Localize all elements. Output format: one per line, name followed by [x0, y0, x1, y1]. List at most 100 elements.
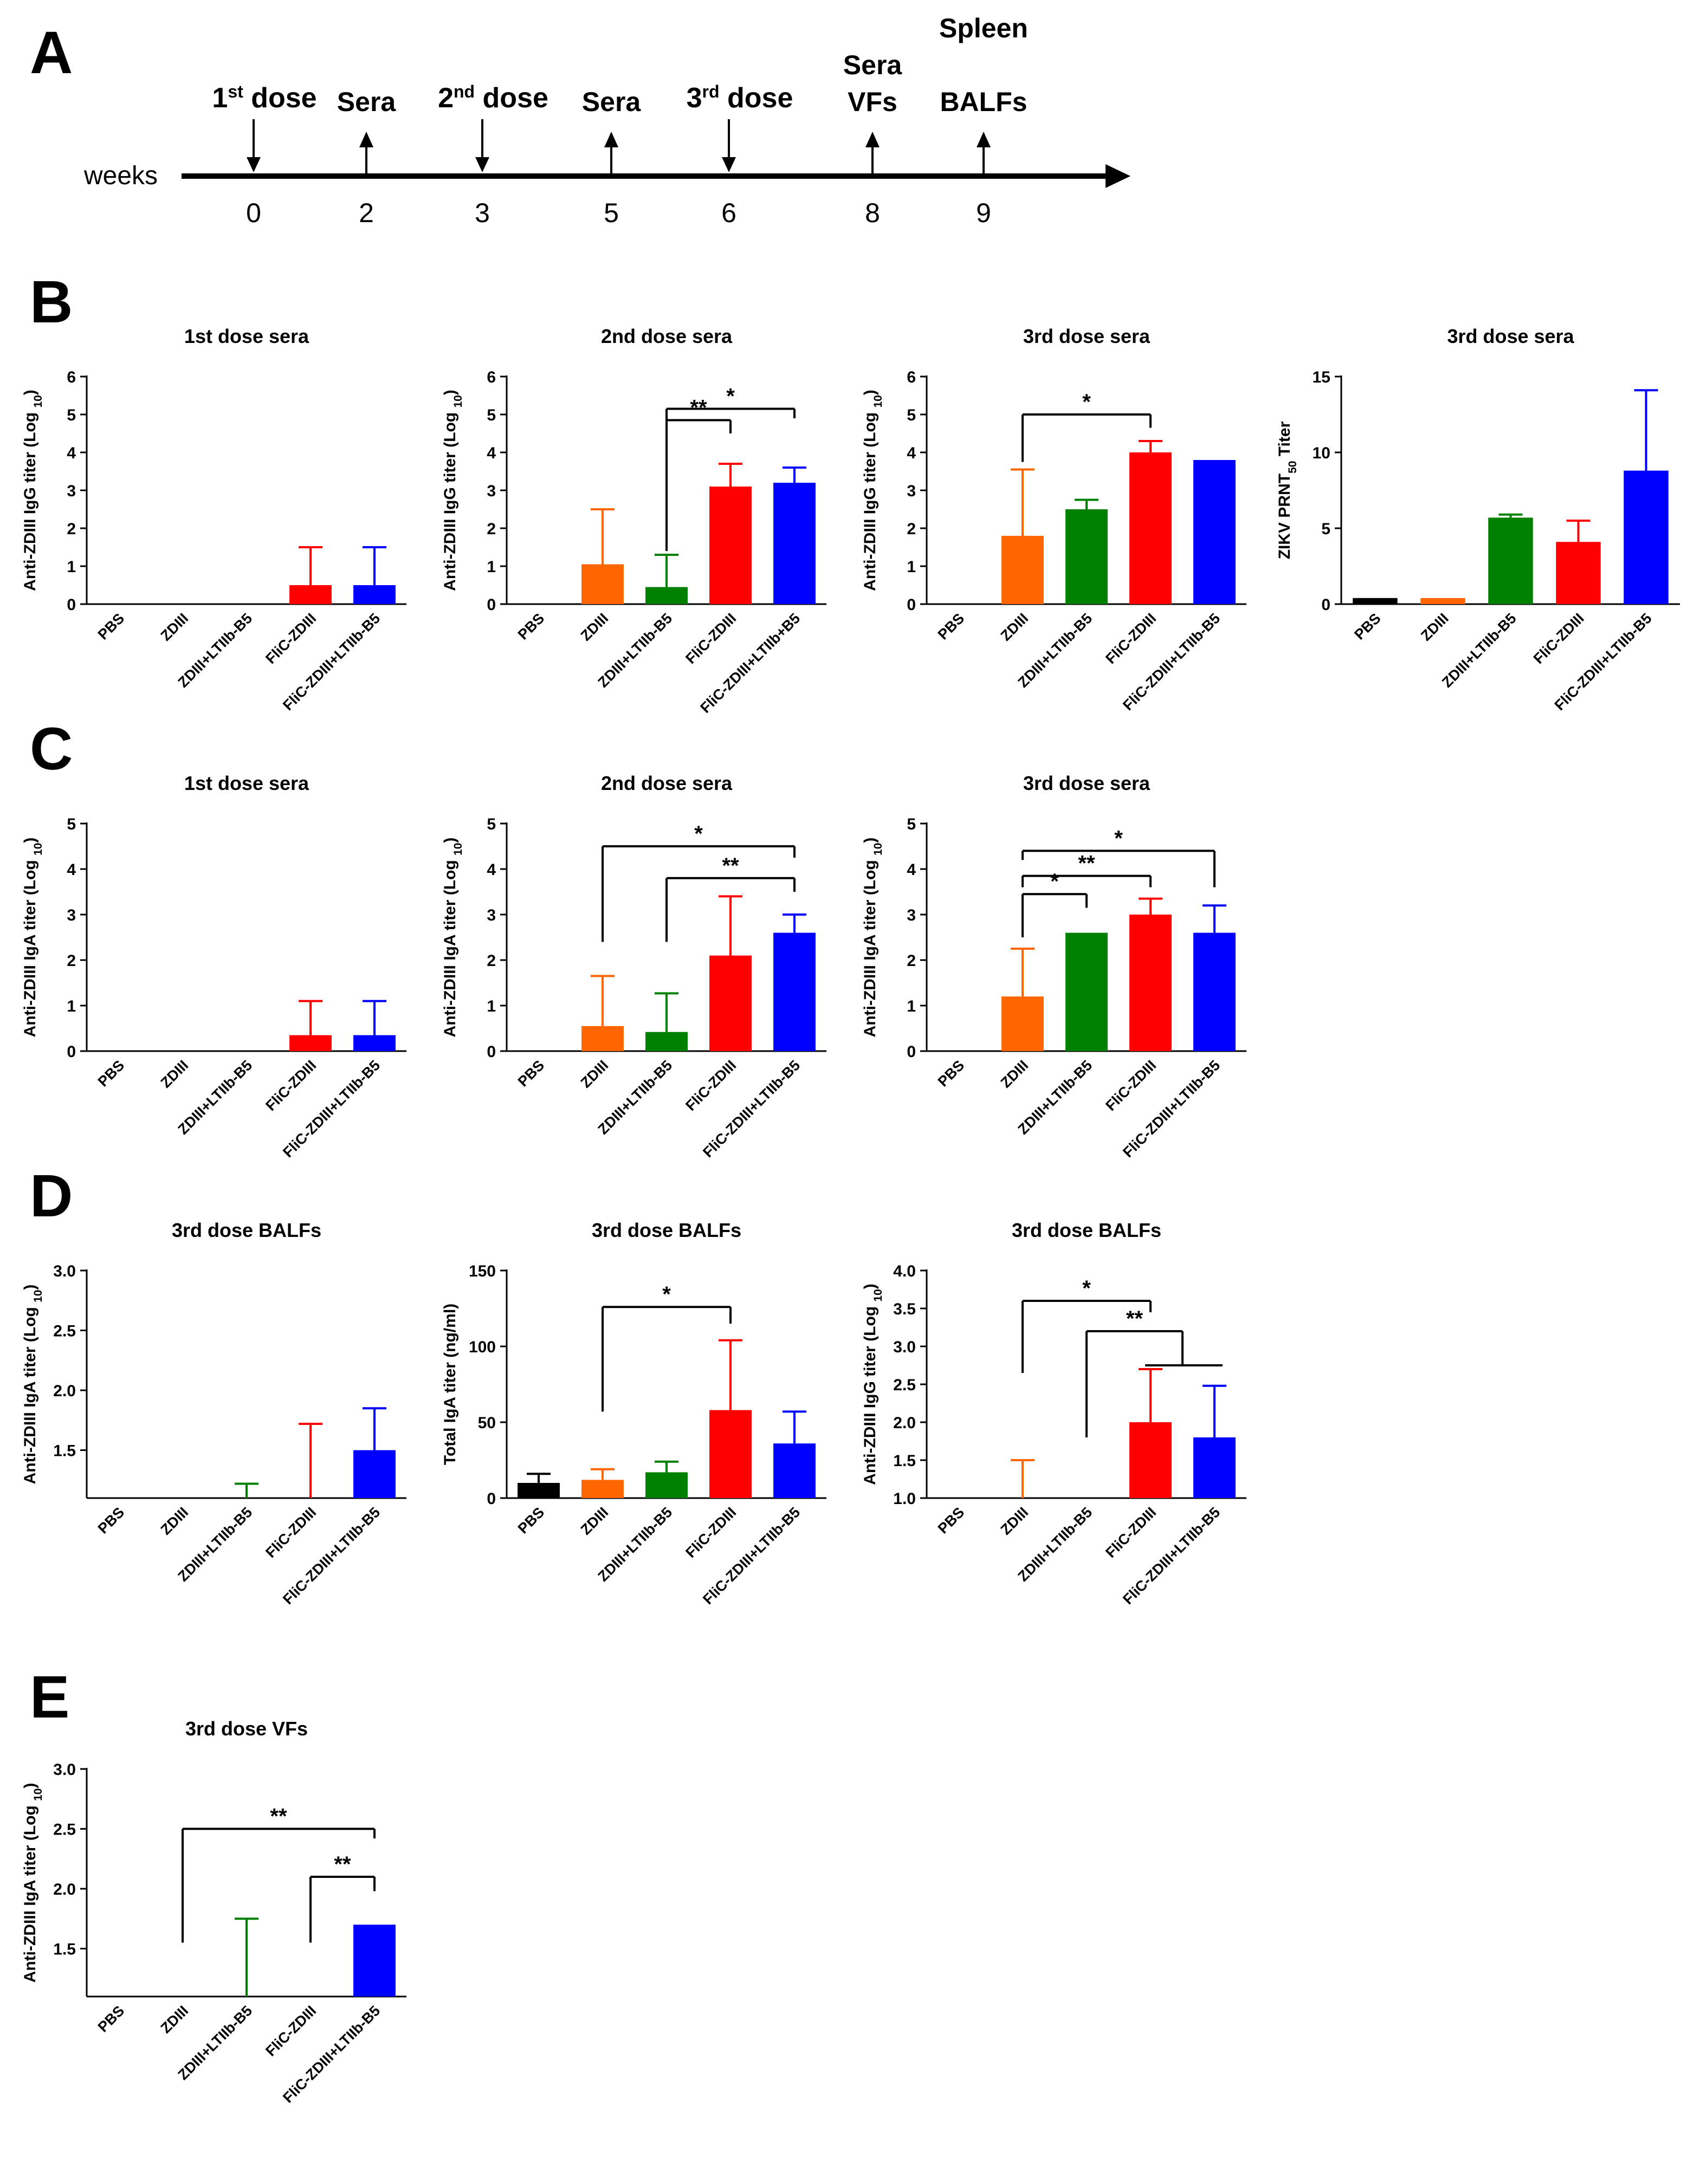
y-tick-label: 4: [487, 444, 496, 462]
y-tick-label: 2.5: [53, 1821, 76, 1839]
y-tick-label: 10: [1313, 444, 1330, 462]
dose-ordinal: rd: [702, 82, 720, 101]
y-axis-label: Anti-ZDIII IgG titer (Log 10): [861, 1284, 884, 1485]
y-axis-label: Anti-ZDIII IgA titer (Log 10): [21, 838, 44, 1038]
bar-flic-zdiii: [1129, 915, 1172, 1051]
x-tick-label: FliC-ZDIII: [1102, 610, 1159, 667]
y-axis-label-main: Anti-ZDIII IgG titer (Log: [21, 408, 39, 591]
x-tick-label: PBS: [515, 1504, 547, 1537]
y-tick-label: 5: [487, 815, 496, 833]
sig-label: *: [1082, 390, 1091, 414]
bar-flic-zdiii-ltiib-b5: [1193, 1437, 1236, 1498]
chart-title: 1st dose sera: [184, 325, 309, 347]
y-tick-label: 4: [67, 444, 76, 462]
x-tick-label: PBS: [935, 1057, 967, 1090]
y-tick-label: 4: [67, 861, 76, 879]
dose-arrow-head: [475, 157, 489, 172]
y-axis-label-sub: 10: [32, 843, 44, 856]
bar-zdiii-ltiib-b5: [1065, 509, 1108, 604]
y-tick-label: 2.0: [53, 1881, 76, 1898]
bar-flic-zdiii-ltiib-b5: [773, 483, 816, 604]
timeline-tick-label: 0: [246, 198, 261, 228]
y-axis-label: Anti-ZDIII IgA titer (Log 10): [21, 1783, 44, 1983]
x-tick-label: ZDIII: [158, 1057, 192, 1091]
y-axis-label-sub: 10: [872, 843, 884, 856]
chart-b4: 3rd dose sera 0 5 10 15 ZIKV PRNT50 Titer PBS Z…: [1276, 325, 1680, 714]
bar-zdiii-ltiib-b5: [645, 587, 688, 604]
sample-arrow-head: [977, 132, 991, 147]
panel-letter-d: D: [30, 1163, 73, 1229]
x-tick-label: ZDIII: [998, 1057, 1032, 1091]
y-tick-label: 2.5: [893, 1376, 916, 1394]
chart-title: 3rd dose sera: [1023, 325, 1150, 347]
y-axis-label: Anti-ZDIII IgA titer (Log 10): [441, 838, 464, 1038]
sig-label: *: [694, 822, 703, 846]
x-tick-label: ZDIII: [158, 2002, 192, 2037]
chart-c3: 3rd dose sera 0 1 2 3 4 5 Anti-ZDIII IgA titer …: [861, 772, 1246, 1161]
sample-label: Spleen: [939, 13, 1028, 43]
bar-flic-zdiii-ltiib-b5: [773, 1443, 816, 1498]
x-tick-label: ZDIII: [1418, 610, 1452, 644]
sample-label: Sera: [582, 87, 642, 117]
dose-ordinal: st: [228, 82, 243, 101]
y-tick-label: 3: [487, 906, 496, 924]
y-tick-label: 2: [67, 952, 76, 970]
sample-arrow-head: [359, 132, 373, 147]
x-tick-label: FliC-ZDIII: [682, 610, 739, 667]
chart-d3: 3rd dose BALFs 1.0 1.5 2.0 2.5 3.0 3.5 4.0 Anti-…: [861, 1219, 1246, 1608]
sample-arrow-head: [604, 132, 618, 147]
y-tick-label: 6: [67, 368, 76, 386]
sig-label: *: [1114, 826, 1123, 850]
y-axis-label-main: Anti-ZDIII IgA titer (Log: [21, 1801, 39, 1983]
y-tick-label: 1: [487, 558, 496, 576]
y-axis-label-end: ): [861, 1284, 879, 1289]
y-axis-label-sub: 10: [452, 843, 464, 856]
bar-zdiii-ltiib-b5: [1065, 932, 1108, 1051]
y-tick-label: 6: [907, 368, 916, 386]
y-tick-label: 2: [67, 520, 76, 538]
x-tick-label: PBS: [515, 1057, 547, 1090]
x-tick-label: ZDIII: [158, 1504, 192, 1538]
chart-title: 3rd dose BALFs: [172, 1219, 321, 1241]
y-axis-label-main: Anti-ZDIII IgA titer (Log: [21, 1302, 39, 1485]
y-tick-label: 5: [907, 815, 916, 833]
chart-title: 2nd dose sera: [601, 772, 733, 794]
dose-ordinal: nd: [454, 82, 475, 101]
chart-c2: 2nd dose sera 0 1 2 3 4 5 Anti-ZDIII IgA titer …: [441, 772, 826, 1161]
y-axis-label-sub: 10: [872, 395, 884, 407]
x-tick-label: FliC-ZDIII: [682, 1504, 739, 1561]
x-tick-label: PBS: [95, 2002, 127, 2035]
dose-arrow-head: [247, 157, 261, 172]
bar-flic-zdiii-ltiib-b5: [773, 932, 816, 1051]
x-tick-label: ZDIII: [998, 610, 1032, 644]
chart-e1: 3rd dose VFs 1.5 2.0 2.5 3.0 Anti-ZDIII IgA t…: [21, 1718, 406, 2106]
y-axis-label-end: ): [21, 390, 39, 395]
chart-title: 3rd dose BALFs: [1012, 1219, 1161, 1241]
sig-label: **: [1078, 852, 1095, 876]
y-tick-label: 2.0: [53, 1382, 76, 1400]
y-tick-label: 2: [487, 952, 496, 970]
x-tick-label: PBS: [95, 1057, 127, 1090]
y-tick-label: 4.0: [893, 1262, 916, 1280]
x-tick-label: FliC-ZDIII: [262, 2002, 319, 2059]
y-tick-label: 5: [67, 406, 76, 424]
y-tick-label: 3.0: [893, 1338, 916, 1356]
chart-b2: 2nd dose sera 0 1 2 3 4 5 6 Anti-ZDIII IgG titer…: [441, 325, 826, 716]
chart-d2: 3rd dose BALFs 0 50 100 150 Total IgA titer (…: [441, 1219, 826, 1608]
sig-label: *: [662, 1282, 671, 1306]
bar-zdiii: [1420, 598, 1465, 604]
chart-title: 3rd dose sera: [1447, 325, 1574, 347]
y-tick-label: 0: [67, 596, 76, 614]
y-tick-label: 3: [907, 906, 916, 924]
y-axis-label-main: Anti-ZDIII IgA titer (Log: [861, 856, 879, 1038]
x-tick-label: PBS: [95, 610, 127, 643]
y-tick-label: 0: [487, 1043, 496, 1061]
sample-label: VFs: [848, 87, 897, 117]
timeline-tick-label: 9: [976, 198, 991, 228]
y-tick-label: 2: [907, 952, 916, 970]
bar-zdiii-ltiib-b5: [645, 1032, 688, 1051]
sample-label: BALFs: [940, 87, 1027, 117]
sig-label: **: [334, 1852, 351, 1876]
y-axis-label: Anti-ZDIII IgA titer (Log 10): [861, 838, 884, 1038]
